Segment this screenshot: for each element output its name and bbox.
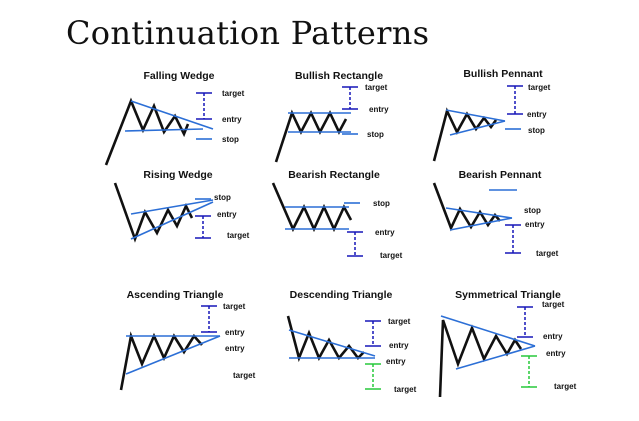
bullish-rectangle-label-stop: stop: [367, 130, 384, 139]
bullish-pennant-lower-line: [449, 120, 506, 136]
bearish-rectangle-price-line: [271, 182, 353, 233]
symmetrical-triangle-label-target-alt: target: [554, 382, 577, 391]
falling-wedge-price-line: [104, 97, 190, 166]
rising-wedge-label-target: target: [227, 231, 250, 240]
symmetrical-triangle-label-target: target: [542, 300, 565, 309]
falling-wedge-lower-line: [124, 128, 204, 132]
symmetrical-triangle-upper-line: [440, 315, 536, 347]
rising-wedge-label-stop: stop: [214, 193, 231, 202]
descending-triangle-label-entry: entry: [389, 341, 409, 350]
page-title: Continuation Patterns: [66, 14, 430, 52]
descending-triangle-label-target-alt: target: [394, 385, 417, 394]
symmetrical-triangle-label-entry: entry: [543, 332, 563, 341]
bullish-pennant-label-stop: stop: [528, 126, 545, 135]
ascending-triangle-pattern: target entry entry target: [119, 302, 256, 391]
symmetrical-triangle-title: Symmetrical Triangle: [455, 289, 561, 301]
bullish-pennant-pattern: target entry stop: [432, 83, 551, 162]
symmetrical-triangle-label-entry-alt: entry: [546, 349, 566, 358]
bearish-pennant-price-line: [432, 182, 501, 232]
bullish-rectangle-pattern: target entry stop: [274, 83, 389, 163]
ascending-triangle-label-entry-alt: entry: [225, 344, 245, 353]
bearish-pennant-label-stop: stop: [524, 206, 541, 215]
descending-triangle-title: Descending Triangle: [289, 289, 393, 301]
descending-triangle-price-line: [286, 315, 365, 363]
ascending-triangle-label-entry: entry: [225, 328, 245, 337]
bullish-pennant-label-target: target: [528, 83, 551, 92]
bullish-rectangle-label-target: target: [365, 83, 388, 92]
bearish-pennant-upper-line: [445, 207, 513, 219]
falling-wedge-label-stop: stop: [222, 135, 239, 144]
bearish-pennant-label-target: target: [536, 249, 559, 258]
falling-wedge-title: Falling Wedge: [143, 70, 215, 82]
descending-triangle-label-target: target: [388, 317, 411, 326]
bullish-rectangle-label-entry: entry: [369, 105, 389, 114]
descending-triangle-label-entry-alt: entry: [386, 357, 406, 366]
symmetrical-triangle-pattern: target entry entry target: [438, 300, 577, 398]
bullish-rectangle-price-line: [274, 109, 348, 163]
bearish-pennant-label-entry: entry: [525, 220, 545, 229]
bearish-rectangle-label-entry: entry: [375, 228, 395, 237]
descending-triangle-resistance-line: [288, 329, 376, 357]
bullish-pennant-price-line: [432, 107, 498, 162]
ascending-triangle-title: Ascending Triangle: [126, 289, 224, 301]
falling-wedge-label-entry: entry: [222, 115, 242, 124]
rising-wedge-price-line: [113, 182, 194, 243]
falling-wedge-upper-line: [130, 100, 214, 130]
bearish-rectangle-pattern: stop entry target: [271, 182, 403, 260]
bearish-pennant-pattern: stop entry target: [432, 182, 559, 258]
ascending-triangle-label-target: target: [223, 302, 246, 311]
symmetrical-triangle-price-line: [438, 319, 523, 398]
falling-wedge-pattern: target entry stop: [104, 89, 245, 166]
rising-wedge-label-entry: entry: [217, 210, 237, 219]
bullish-pennant-upper-line: [445, 109, 506, 122]
bullish-pennant-title: Bullish Pennant: [463, 68, 543, 80]
bullish-pennant-label-entry: entry: [527, 110, 547, 119]
rising-wedge-pattern: stop entry target: [113, 182, 250, 243]
bearish-rectangle-label-target: target: [380, 251, 403, 260]
ascending-triangle-label-target-alt: target: [233, 371, 256, 380]
bearish-rectangle-label-stop: stop: [373, 199, 390, 208]
ascending-triangle-support-line: [125, 335, 221, 375]
descending-triangle-pattern: target entry entry target: [286, 315, 417, 394]
rising-wedge-lower-line: [130, 201, 214, 240]
bullish-rectangle-title: Bullish Rectangle: [294, 70, 384, 82]
rising-wedge-title: Rising Wedge: [143, 169, 213, 181]
bearish-pennant-title: Bearish Pennant: [458, 169, 542, 181]
bearish-rectangle-title: Bearish Rectangle: [288, 169, 380, 181]
falling-wedge-label-target: target: [222, 89, 245, 98]
bearish-pennant-lower-line: [449, 217, 513, 231]
ascending-triangle-price-line: [119, 331, 203, 391]
rising-wedge-upper-line: [130, 199, 214, 215]
symmetrical-triangle-lower-line: [455, 345, 536, 370]
